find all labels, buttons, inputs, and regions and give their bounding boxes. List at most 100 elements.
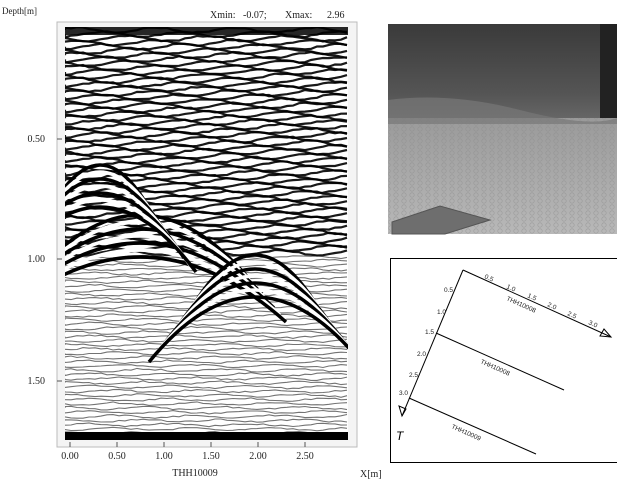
reflection-band [65, 109, 348, 119]
diagram-tick-label: 3.0 [587, 319, 598, 329]
reflection-band [65, 384, 348, 390]
xmin-label: Xmin: [210, 10, 236, 21]
reflection-band [65, 409, 348, 415]
reflection-band [65, 321, 348, 327]
x-direction-axis [462, 269, 612, 338]
arrow-head [599, 328, 613, 338]
x-tick-label: 1.00 [155, 451, 173, 462]
y-tick-label: 0.50 [28, 134, 46, 145]
radargram-image [65, 27, 348, 440]
reflection-band [65, 210, 348, 220]
xmax-label: Xmax: [285, 10, 312, 21]
hyperbola [153, 288, 348, 357]
reflection-band [65, 122, 348, 131]
reflection-band [65, 271, 348, 276]
reflection-band [65, 347, 348, 352]
reflection-band [65, 172, 348, 182]
reflection-band [65, 426, 348, 432]
reflection-band [65, 189, 348, 198]
reflection-band [65, 84, 348, 93]
reflection-band [65, 334, 348, 339]
diagram-tick-label: 2.5 [409, 372, 418, 379]
y-direction-axis [401, 269, 464, 417]
reflection-band [65, 372, 348, 377]
diagram-tick-label: 0.5 [483, 273, 494, 283]
site-photo [388, 24, 617, 235]
x-axis-label: X[m] [360, 469, 382, 480]
reflection-band [65, 130, 348, 140]
diagram-tick-label: 2.0 [417, 351, 426, 358]
axis-label: T [396, 429, 405, 443]
hyperbola [147, 295, 348, 364]
reflection-band [65, 422, 348, 428]
reflection-band [65, 413, 348, 419]
y-tick-label: 1.00 [28, 254, 46, 265]
layout-diagram: T THH10008 THH10008 THH10009 [390, 258, 617, 463]
y-tick-label: 1.50 [28, 376, 46, 387]
hyperbola [159, 281, 348, 350]
xmax-value: 2.96 [327, 10, 345, 21]
hyperbola [65, 255, 288, 324]
photo-door [600, 24, 617, 120]
diagram-tick-label: 1.0 [437, 309, 446, 316]
reflection-band [65, 97, 348, 106]
y-axis-label: Depth[m] [2, 6, 37, 16]
reflection-band [65, 34, 348, 43]
diagram-tick-label: 2.5 [566, 310, 577, 320]
reflection-band [65, 185, 348, 194]
diagram-tick-label: 1.5 [526, 292, 537, 302]
photo-manhole [391, 205, 492, 235]
reflection-band [65, 68, 348, 77]
reflection-band [65, 355, 348, 360]
diagram-tick-label: 3.0 [399, 390, 408, 397]
reflection-band [65, 160, 348, 169]
reflection-band [65, 135, 348, 144]
profile-line [408, 397, 537, 455]
reflection-band [65, 393, 348, 398]
xmin-value: -0.07; [243, 10, 267, 21]
reflection-band [65, 59, 348, 68]
arrow-head [398, 405, 407, 418]
x-tick-label: 0.50 [108, 451, 126, 462]
reflection-band [65, 325, 348, 331]
reflection-band [65, 342, 347, 348]
diagram-tick-label: 2.0 [546, 301, 557, 311]
reflection-band [65, 330, 348, 335]
hyperbola [65, 220, 258, 289]
x-tick-label: 1.50 [202, 451, 220, 462]
reflection-band [65, 275, 348, 281]
x-tick-label: 2.50 [296, 451, 314, 462]
reflection-band [65, 46, 348, 56]
reflection-band [65, 338, 348, 344]
reflection-band [65, 376, 348, 381]
reflection-band [65, 397, 348, 402]
hyperbola [65, 198, 192, 266]
profile-line [435, 332, 565, 391]
reflection-band [65, 42, 348, 51]
reflection-band [65, 405, 348, 411]
reflection-band [65, 317, 348, 323]
diagram-tick-label: 1.0 [505, 283, 516, 293]
photo-stain [388, 97, 617, 124]
reflection-band [65, 147, 348, 157]
x-tick-label: 2.00 [249, 451, 267, 462]
hyperbola [65, 213, 252, 282]
diagram-frame [390, 258, 617, 463]
reflection-band [65, 363, 348, 369]
reflection-band [65, 367, 348, 373]
reflection-band [65, 418, 348, 423]
diagram-tick-label: 1.5 [425, 329, 434, 336]
diagram-tick-label: 0.5 [444, 287, 453, 294]
reflection-band [65, 388, 348, 394]
reflection-band [65, 359, 348, 365]
top-band [65, 27, 348, 35]
reflection-band [65, 380, 348, 386]
reflection-band [65, 351, 348, 356]
reflection-band [65, 72, 348, 81]
hyperbola [65, 205, 198, 274]
reflection-band [65, 401, 348, 406]
bottom-band [65, 432, 348, 440]
